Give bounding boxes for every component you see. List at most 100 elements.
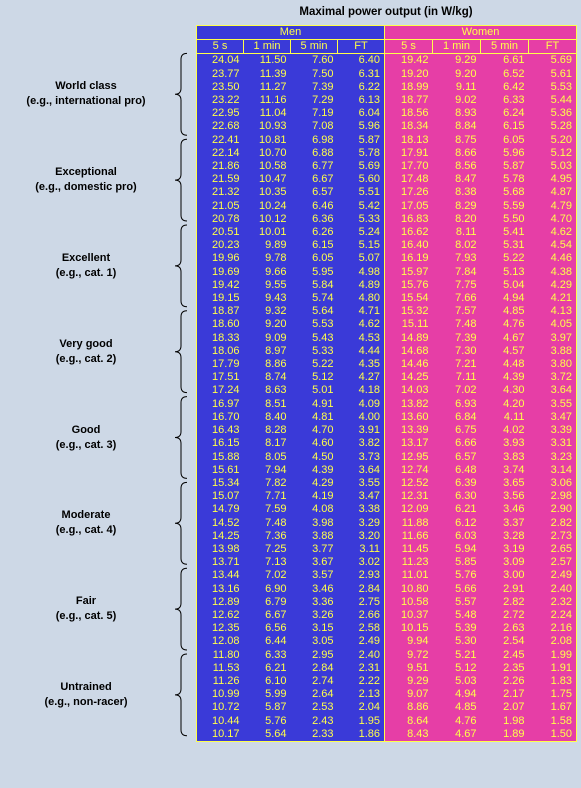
table-cell: 7.59 (243, 503, 291, 517)
table-cell: 10.70 (243, 146, 291, 161)
table-cell: 15.88 (196, 450, 244, 464)
table-cell: 9.09 (243, 331, 291, 345)
table-cell: 19.69 (196, 265, 244, 279)
table-cell: 2.43 (290, 714, 338, 728)
table-row: 17.79 8.86 5.22 4.35 14.46 7.21 4.48 3.80 (196, 358, 577, 372)
table-cell: 4.85 (432, 701, 481, 715)
column-header-women-ft: FT (528, 39, 577, 55)
table-cell: 4.91 (290, 397, 338, 411)
table-cell: 4.00 (337, 410, 385, 425)
table-cell: 5.50 (480, 212, 529, 227)
table-cell: 4.46 (528, 252, 577, 266)
table-cell: 7.25 (243, 542, 291, 557)
table-cell: 7.82 (243, 476, 291, 491)
column-header-men-5min: 5 min (290, 39, 338, 55)
table-cell: 2.33 (290, 727, 338, 742)
table-cell: 4.53 (337, 331, 385, 345)
table-cell: 8.86 (384, 701, 433, 715)
table-cell: 7.36 (243, 529, 291, 543)
table-cell: 5.12 (432, 661, 481, 675)
table-cell: 10.44 (196, 714, 244, 728)
table-cell: 8.11 (432, 226, 481, 240)
table-cell: 3.98 (290, 516, 338, 530)
table-cell: 3.55 (337, 476, 385, 491)
table-cell: 5.22 (480, 252, 529, 266)
table-row: 20.78 10.12 6.36 5.33 16.83 8.20 5.50 4.70 (196, 212, 577, 227)
table-cell: 7.75 (432, 278, 481, 293)
table-cell: 2.08 (528, 635, 577, 649)
table-cell: 15.32 (384, 305, 433, 319)
table-cell: 4.48 (480, 358, 529, 372)
table-cell: 2.40 (528, 582, 577, 596)
table-cell: 2.24 (528, 608, 577, 623)
category-name: Moderate (61, 509, 111, 522)
table-cell: 8.64 (384, 714, 433, 728)
table-cell: 17.79 (196, 358, 244, 372)
table-body: 24.04 11.50 7.60 6.40 19.42 9.29 6.61 5.69 23.77… (196, 53, 577, 742)
table-cell: 3.91 (337, 424, 385, 438)
category-label: Excellent (e.g., cat. 1) (0, 251, 172, 281)
table-cell: 5.21 (432, 648, 481, 662)
table-cell: 2.17 (480, 688, 529, 702)
table-cell: 9.11 (432, 80, 481, 95)
table-cell: 3.46 (480, 503, 529, 517)
table-cell: 18.60 (196, 318, 244, 332)
table-cell: 1.89 (480, 727, 529, 742)
category-name: Excellent (61, 251, 111, 264)
table-cell: 13.44 (196, 569, 244, 583)
table-cell: 7.94 (243, 463, 291, 477)
table-cell: 15.11 (384, 318, 433, 332)
table-cell: 10.80 (384, 582, 433, 596)
table-cell: 2.53 (290, 701, 338, 715)
table-cell: 6.90 (243, 582, 291, 596)
table-cell: 9.07 (384, 688, 433, 702)
table-cell: 19.42 (196, 278, 244, 293)
table-row: 11.26 6.10 2.74 2.22 9.29 5.03 2.26 1.83 (196, 674, 577, 689)
table-cell: 4.71 (337, 305, 385, 319)
table-cell: 16.40 (384, 239, 433, 253)
table-cell: 13.39 (384, 424, 433, 438)
table-cell: 3.37 (480, 516, 529, 530)
table-cell: 3.57 (290, 569, 338, 583)
table-cell: 1.75 (528, 688, 577, 702)
table-cell: 7.19 (290, 107, 338, 121)
table-cell: 4.39 (480, 371, 529, 385)
table-cell: 17.24 (196, 384, 244, 398)
table-cell: 5.04 (480, 278, 529, 293)
table-row: 12.62 6.67 3.26 2.66 10.37 5.48 2.72 2.24 (196, 608, 577, 623)
table-cell: 4.67 (432, 727, 481, 742)
table-cell: 6.30 (432, 490, 481, 504)
table-row: 15.61 7.94 4.39 3.64 12.74 6.48 3.74 3.14 (196, 463, 577, 477)
table-cell: 7.50 (290, 67, 338, 81)
table-cell: 2.13 (337, 688, 385, 702)
table-cell: 2.45 (480, 648, 529, 662)
table-cell: 11.01 (384, 569, 433, 583)
table-cell: 11.04 (243, 107, 291, 121)
category-example: (e.g., cat. 3) (55, 438, 117, 451)
table-cell: 13.82 (384, 397, 433, 411)
table-cell: 2.65 (528, 542, 577, 557)
table-cell: 4.79 (528, 199, 577, 213)
table-cell: 16.70 (196, 410, 244, 425)
table-cell: 5.95 (290, 265, 338, 279)
table-cell: 3.77 (290, 542, 338, 557)
table-cell: 6.57 (290, 186, 338, 200)
table-row: 19.42 9.55 5.84 4.89 15.76 7.75 5.04 4.29 (196, 278, 577, 293)
table-cell: 7.08 (290, 120, 338, 134)
table-cell: 10.15 (384, 622, 433, 636)
table-cell: 20.51 (196, 226, 244, 240)
table-cell: 8.56 (432, 160, 481, 174)
table-cell: 3.67 (290, 556, 338, 570)
table-row: 14.79 7.59 4.08 3.38 12.09 6.21 3.46 2.90 (196, 503, 577, 517)
table-row: 13.98 7.25 3.77 3.11 11.45 5.94 3.19 2.65 (196, 542, 577, 557)
table-cell: 1.83 (528, 674, 577, 689)
table-cell: 15.34 (196, 476, 244, 491)
table-cell: 2.82 (480, 595, 529, 609)
table-cell: 5.01 (290, 384, 338, 398)
table-cell: 3.19 (480, 542, 529, 557)
table-cell: 10.81 (243, 133, 291, 147)
table-cell: 2.95 (290, 648, 338, 662)
category-example: (e.g., cat. 2) (55, 352, 117, 365)
table-cell: 10.58 (243, 160, 291, 174)
table-cell: 9.32 (243, 305, 291, 319)
